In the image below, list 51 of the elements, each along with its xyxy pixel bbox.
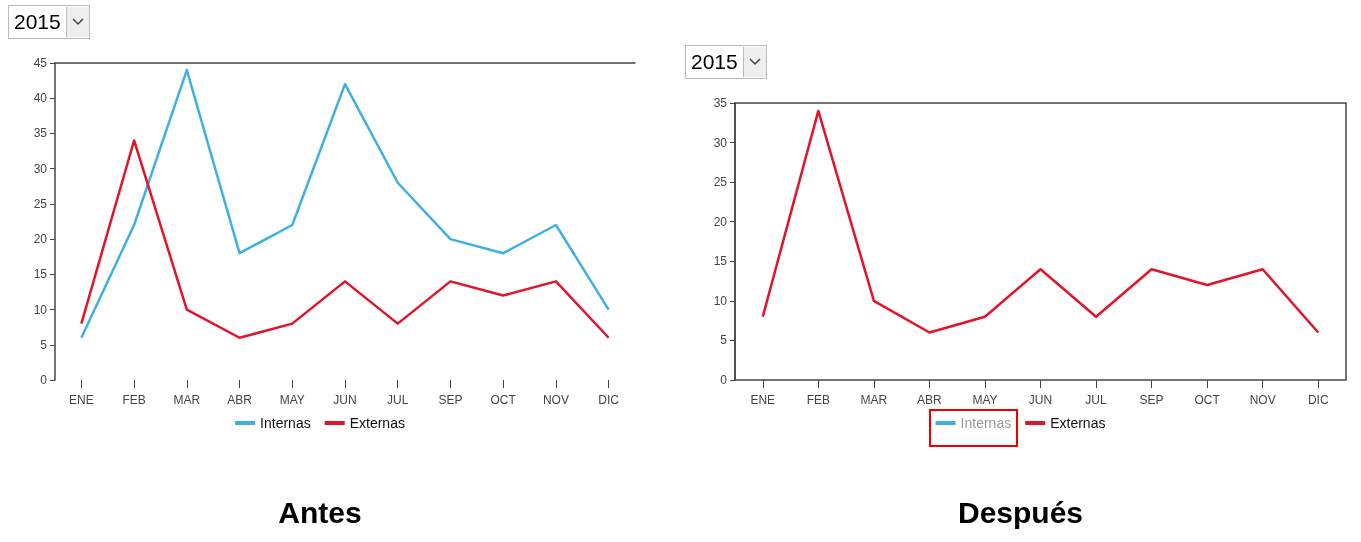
y-tick-label: 45 <box>33 56 48 70</box>
x-tick-label: NOV <box>542 393 569 407</box>
x-tick-label: ENE <box>750 393 776 407</box>
x-tick-label: ABR <box>917 393 943 407</box>
y-tick-label: 30 <box>33 161 48 176</box>
y-tick-label: 35 <box>33 126 48 141</box>
x-tick-label: OCT <box>1194 393 1221 407</box>
x-tick-label: JUN <box>333 393 357 407</box>
y-tick-label: 30 <box>713 135 728 150</box>
line-series <box>761 109 1320 334</box>
y-tick-label: 10 <box>33 302 48 317</box>
x-tick-label: SEP <box>1139 393 1164 407</box>
legend-label: Externas <box>1050 415 1106 431</box>
y-tick-label: 20 <box>713 214 728 229</box>
x-tick-label: DIC <box>1307 393 1329 407</box>
year-dropdown: 2015 <box>8 5 90 39</box>
text: Antes <box>277 496 363 530</box>
y-tick-label: 0 <box>720 373 728 387</box>
x-tick-label: JUL <box>1085 393 1108 407</box>
y-tick-label: 0 <box>40 373 48 387</box>
x-tick-label: MAY <box>279 393 305 407</box>
x-tick-label: MAR <box>173 393 201 407</box>
legend-label: Externas <box>349 415 405 431</box>
x-tick-label: SEP <box>438 393 463 407</box>
y-tick-label: 5 <box>720 333 728 348</box>
year-dropdown: 2015 <box>685 45 767 79</box>
x-tick-label: FEB <box>806 393 830 407</box>
text: Después <box>956 496 1085 530</box>
y-tick-label: 15 <box>713 254 728 269</box>
line-series <box>80 139 610 339</box>
y-tick-label: 20 <box>33 232 48 247</box>
y-tick-label: 5 <box>40 337 48 352</box>
x-tick-label: OCT <box>490 393 517 407</box>
x-tick-label: ABR <box>227 393 253 407</box>
x-tick-label: JUN <box>1028 393 1053 407</box>
y-tick-label: 10 <box>713 293 728 308</box>
x-tick-label: ENE <box>69 393 94 407</box>
y-tick-label: 35 <box>713 96 728 110</box>
x-tick-label: JUL <box>387 393 409 407</box>
y-tick-label: 25 <box>713 175 728 190</box>
y-tick-label: 15 <box>33 267 48 282</box>
y-tick-label: 40 <box>33 91 48 106</box>
y-tick-label: 25 <box>33 196 48 211</box>
legend-label: Internas <box>260 415 311 431</box>
x-tick-label: DIC <box>598 393 620 407</box>
x-tick-label: MAY <box>972 393 998 407</box>
x-tick-label: MAR <box>860 393 888 407</box>
x-tick-label: NOV <box>1249 393 1276 407</box>
x-tick-label: FEB <box>122 393 146 407</box>
legend-label: Internas <box>960 415 1012 431</box>
line-series <box>80 68 610 339</box>
